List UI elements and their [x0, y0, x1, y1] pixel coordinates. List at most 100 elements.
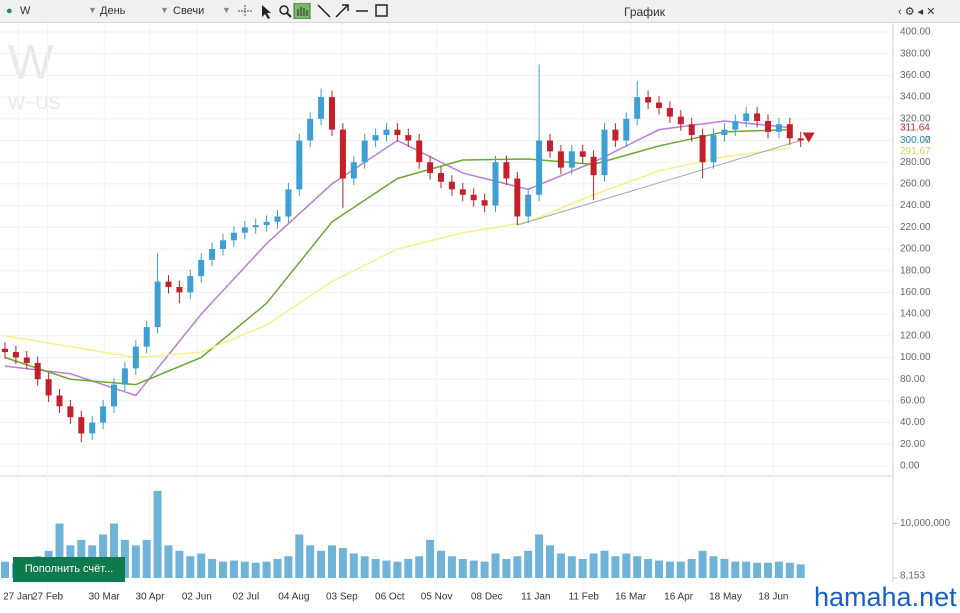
watermark-ticker: W~US — [8, 93, 61, 113]
candle-body — [568, 151, 575, 168]
window-controls[interactable]: ‹ ⚙ ◂ ✕ — [898, 6, 936, 18]
candle-body — [601, 129, 608, 176]
volume-bar — [349, 553, 358, 578]
y-tick-label: 320.00 — [900, 113, 931, 124]
candle-body — [732, 120, 739, 130]
volume-bar — [535, 534, 544, 578]
candle-body — [710, 135, 717, 163]
candle-body — [383, 129, 390, 136]
volume-bar — [546, 545, 554, 578]
candle-body — [329, 97, 335, 130]
candle-body — [688, 124, 695, 136]
y-tick-label: 280.00 — [900, 157, 931, 168]
candle-body — [154, 281, 161, 328]
candle-body — [579, 151, 586, 157]
volume-bar — [240, 561, 249, 578]
candle-body — [165, 281, 172, 287]
volume-bar — [99, 534, 108, 578]
volume-bar — [295, 534, 304, 578]
y-tick-label: 40.00 — [900, 417, 925, 428]
x-tick-label: 03 Sep — [326, 592, 358, 603]
moving-average — [4, 147, 790, 359]
style-select[interactable]: Свечи — [173, 5, 205, 17]
interval-select[interactable]: День — [100, 5, 126, 17]
trend-line — [517, 140, 801, 226]
volume-bar — [567, 556, 576, 578]
dropdown-arrow[interactable]: ▼ — [88, 5, 97, 15]
volume-bar — [720, 558, 729, 578]
dropdown-arrow[interactable]: ▼ — [222, 5, 231, 15]
candle-body — [394, 129, 401, 136]
window-title: График — [624, 5, 665, 19]
candle-body — [318, 97, 325, 119]
candle-body — [230, 232, 237, 241]
volume-tick-label: 8,153 — [900, 571, 925, 582]
candle-body — [721, 129, 728, 136]
volume-bar — [458, 558, 467, 578]
volume-bar — [480, 561, 489, 578]
y-tick-label: 100.00 — [900, 352, 931, 363]
volume-bar — [175, 550, 184, 578]
candle-body — [405, 135, 412, 141]
candle-body — [754, 113, 761, 121]
tool-icons[interactable] — [236, 3, 392, 19]
volume-bar — [262, 561, 271, 578]
volume-bar — [513, 556, 522, 578]
volume-bar — [306, 545, 315, 578]
x-tick-label: 05 Nov — [421, 592, 453, 603]
x-tick-label: 11 Feb — [569, 592, 600, 603]
chart: W W~US 0.00 20.00 40.00 60.00 80.00 100.00 120… — [0, 23, 950, 603]
x-tick-label: 06 Oct — [375, 592, 405, 603]
volume-bar — [197, 553, 206, 578]
x-tick-label: 02 Jun — [182, 592, 212, 603]
candle-body — [699, 135, 706, 163]
volume-bar — [742, 561, 751, 578]
volume-bar — [556, 553, 565, 578]
candle-body — [34, 362, 41, 380]
candle-body — [176, 286, 183, 293]
candle-body — [416, 140, 423, 163]
candle-body — [45, 379, 52, 396]
candle-body — [775, 124, 782, 132]
volume-bar — [208, 558, 217, 578]
volume-bar — [622, 553, 631, 578]
candle-body — [143, 327, 150, 347]
volume-bar — [469, 560, 478, 578]
candle-body — [263, 221, 270, 226]
top-up-button[interactable]: Пополнить счёт... — [13, 557, 125, 582]
candle-body — [350, 162, 357, 179]
y-tick-label: 200.00 — [900, 244, 931, 255]
status-dot: ● — [6, 5, 13, 17]
price-label: 300.07 — [900, 135, 931, 146]
volume-bar — [796, 564, 805, 578]
candle-body — [536, 140, 543, 195]
x-tick-label: 30 Mar — [89, 592, 121, 603]
candle-body — [187, 276, 194, 293]
y-tick-label: 260.00 — [900, 179, 931, 190]
volume-bar — [153, 490, 162, 578]
volume-bar — [665, 561, 674, 578]
candle-body — [56, 395, 63, 407]
candle-body — [492, 162, 499, 206]
x-tick-label: 18 May — [709, 592, 742, 603]
volume-bar — [633, 556, 642, 578]
symbol-select[interactable]: W — [20, 5, 31, 17]
price-label: 311.64 — [900, 123, 930, 134]
dropdown-arrow[interactable]: ▼ — [160, 5, 169, 15]
candle-body — [89, 422, 96, 434]
candle-body — [634, 97, 641, 119]
volume-bar — [382, 560, 391, 578]
candle-body — [274, 216, 281, 222]
x-tick-label: 16 Mar — [615, 592, 647, 603]
volume-bar — [371, 558, 380, 578]
volume-bar — [753, 562, 762, 578]
last-price-marker — [802, 132, 815, 143]
volume-bar — [55, 523, 64, 578]
x-tick-label: 04 Aug — [278, 592, 309, 603]
y-tick-label: 400.00 — [900, 27, 931, 38]
volume-bar — [338, 548, 347, 578]
y-tick-label: 340.00 — [900, 92, 931, 103]
volume-bar — [415, 556, 424, 578]
volume-bar — [251, 562, 260, 578]
x-tick-label: 30 Apr — [136, 592, 166, 603]
